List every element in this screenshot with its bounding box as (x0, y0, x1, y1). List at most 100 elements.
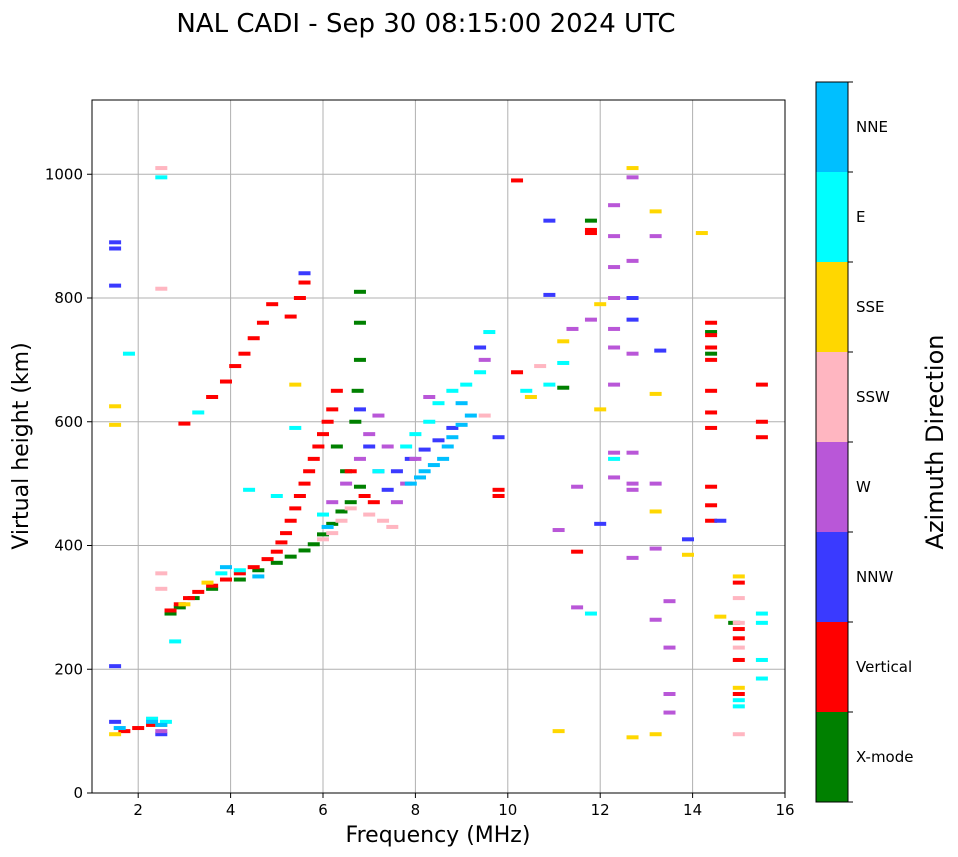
echo-point (705, 345, 718, 350)
echo-point (164, 611, 177, 616)
echo-point (432, 438, 445, 443)
echo-point (155, 286, 168, 291)
colorbar: X-mode Vertical NNW W SSW SSE E NNE (815, 81, 913, 803)
echo-point (478, 357, 491, 362)
echo-point (649, 234, 662, 239)
echo-point (474, 370, 487, 375)
echo-point (755, 419, 768, 424)
echo-point (155, 571, 168, 576)
echo-point (594, 302, 607, 307)
echo-point (608, 345, 621, 350)
echo-point (626, 481, 639, 486)
echo-point (192, 589, 205, 594)
echo-point (732, 596, 745, 601)
echo-point (284, 554, 297, 559)
echo-point (326, 500, 339, 505)
echo-point (626, 296, 639, 300)
y-tick-label: 200 (54, 660, 83, 678)
echo-point (649, 546, 662, 551)
echo-point (183, 596, 196, 601)
colorbar-swatch (816, 442, 848, 532)
echo-point (353, 320, 366, 325)
echo-point (649, 617, 662, 622)
echo-point (377, 518, 390, 523)
echo-point (732, 704, 745, 709)
echo-point (584, 227, 597, 232)
echo-point (732, 636, 745, 641)
echo-point (543, 382, 556, 387)
echo-point (372, 469, 385, 474)
echo-point (464, 413, 477, 418)
echo-point (261, 557, 274, 562)
echo-point (219, 565, 232, 570)
echo-point (321, 419, 334, 424)
y-axis-label: Virtual height (km) (9, 342, 34, 549)
echo-point (321, 524, 334, 529)
echo-point (732, 580, 745, 585)
echo-point (626, 175, 639, 180)
plot-frame (91, 99, 786, 794)
echo-point (557, 385, 570, 390)
echo-point (289, 506, 302, 511)
colorbar-label: Vertical (856, 658, 912, 676)
y-tick-label: 800 (54, 289, 83, 307)
echo-point (524, 395, 537, 399)
grid-lines (92, 100, 785, 793)
echo-point (270, 560, 283, 565)
echo-point (437, 456, 450, 461)
echo-point (289, 382, 302, 387)
echo-point (344, 469, 357, 474)
echo-point (608, 326, 621, 331)
echo-point (351, 388, 364, 393)
echo-point (626, 166, 639, 171)
chart-title: NAL CADI - Sep 30 08:15:00 2024 UTC (176, 9, 675, 39)
echo-point (344, 506, 357, 511)
echo-point (649, 391, 662, 396)
y-tick-label: 600 (54, 413, 83, 431)
echo-point (252, 574, 265, 579)
echo-point (219, 379, 232, 384)
echo-point (155, 729, 168, 734)
series-vertical (118, 178, 768, 734)
echo-point (367, 500, 380, 505)
colorbar-label: SSW (856, 388, 890, 406)
y-tick-label: 1000 (45, 165, 83, 183)
echo-point (307, 542, 320, 547)
y-tick-label: 0 (73, 784, 83, 802)
echo-point (390, 500, 403, 505)
echo-point (173, 605, 186, 610)
echo-point (714, 518, 727, 523)
y-tick-label: 400 (54, 537, 83, 555)
x-axis-label: Frequency (MHz) (346, 823, 531, 848)
echo-point (317, 432, 329, 437)
echo-point (584, 218, 597, 223)
echo-point (312, 444, 325, 449)
echo-point (649, 209, 662, 214)
echo-point (732, 657, 745, 662)
echo-point (732, 732, 745, 737)
echo-point (293, 296, 306, 300)
echo-point (492, 494, 505, 498)
echo-point (201, 580, 214, 585)
echo-point (414, 475, 427, 480)
echo-point (705, 330, 718, 335)
echo-point (109, 732, 122, 737)
echo-point (159, 719, 172, 724)
echo-point (233, 577, 246, 582)
echo-point (755, 611, 768, 616)
echo-point (206, 583, 219, 588)
echo-point (478, 413, 491, 418)
echo-point (293, 494, 306, 498)
echo-point (732, 685, 745, 690)
echo-point (289, 425, 302, 430)
echo-point (492, 435, 505, 440)
echo-point (483, 330, 496, 335)
echo-point (608, 265, 621, 270)
x-tick-label: 6 (318, 801, 328, 819)
echo-point (381, 487, 394, 492)
echo-point (732, 645, 745, 650)
echo-point (552, 729, 565, 734)
echo-point (298, 280, 311, 285)
x-tick-label: 10 (498, 801, 517, 819)
colorbar-swatch (816, 172, 848, 262)
